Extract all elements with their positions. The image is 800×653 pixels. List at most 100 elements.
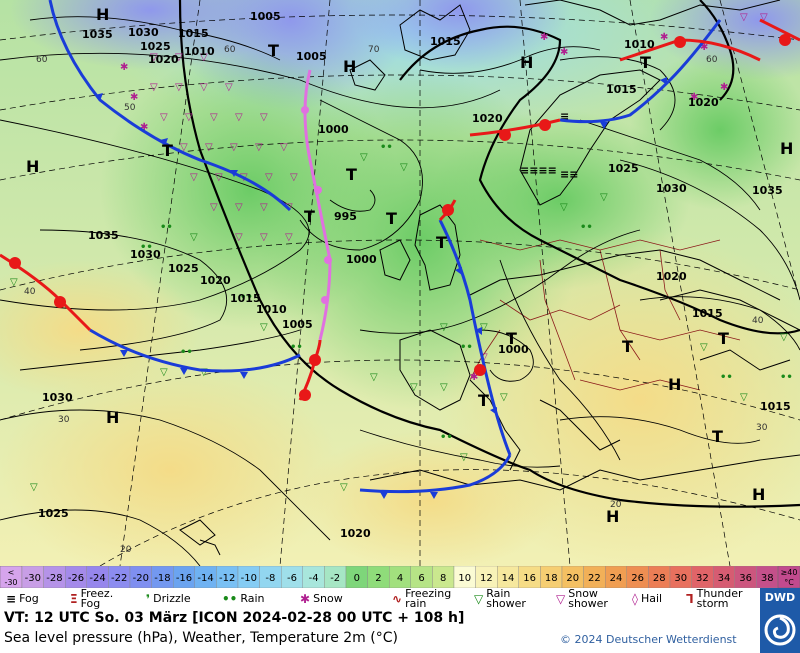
weather-map: ▽ ▽ ▽ ▽ ▽ ▽ ▽ ▽ ▽ ▽ ▽ ▽ ▽ ▽ ▽ ▽ ▽ ▽ ▽ ▽ ▽ ▽ ▽ ▽ ▽ ▽ ▽ ▽ ▽ ✱✱✱ …	[0, 0, 800, 566]
warm-front-scand	[469, 118, 561, 137]
colorbar-tick-label: 10	[458, 573, 471, 584]
svg-text:▽: ▽	[235, 202, 243, 213]
low-pressure-label: T	[304, 207, 315, 226]
legend-label: Thunder storm	[696, 587, 743, 610]
colorbar-tick-label: 26	[631, 573, 644, 584]
colorbar-low-label: <	[8, 568, 15, 577]
svg-text:▽: ▽	[340, 482, 348, 493]
colorbar-tick-label: 2	[375, 573, 381, 584]
svg-text:≡≡≡≡: ≡≡≡≡	[520, 164, 557, 177]
isobars	[0, 16, 800, 566]
colorbar-tick-label: -16	[176, 573, 192, 584]
svg-text:▽: ▽	[600, 192, 608, 203]
svg-text:▽: ▽	[440, 382, 448, 393]
legend-label: Drizzle	[153, 592, 191, 605]
isobar-label: 1025	[608, 162, 639, 175]
colorbar-tick-label: 38	[761, 573, 774, 584]
isobar-label: 1020	[472, 112, 503, 125]
weather-legend: ≡ Fog Ξ Freez. Fog ❜ Drizzle •• Rain ✱ Snow ∿ Freezi…	[0, 588, 760, 610]
temperature-field	[0, 0, 800, 566]
colorbar-tick-label: -30	[25, 573, 41, 584]
svg-text:▽: ▽	[265, 172, 273, 183]
thunderstorm-icon: Ꞁ	[686, 592, 694, 606]
legend-item: ≡ Fog	[6, 588, 39, 610]
svg-text:▽: ▽	[150, 82, 158, 93]
colorbar-tick-label: -28	[46, 573, 62, 584]
snow-shower-icon: ▽	[556, 592, 566, 606]
grid-label: 30	[756, 423, 768, 433]
isobar-label: 1015	[692, 307, 723, 320]
legend-label: Rain	[240, 592, 265, 605]
grid-label: 40	[752, 316, 764, 326]
colorbar-high-label: ≥40	[781, 568, 798, 577]
isobar-label: 1010	[624, 38, 655, 51]
drizzle-icon: ❜	[146, 592, 151, 606]
colorbar-svg: <-30 -30 -28 -26 -24 -22 -20 -18 -16 -14 -12 -10 -8-…	[0, 565, 800, 589]
legend-item: ✱ Snow	[300, 588, 343, 610]
isobar-label: 1020	[688, 96, 719, 109]
legend-label: Snow shower	[568, 587, 608, 610]
svg-text:▽: ▽	[740, 12, 748, 23]
svg-text:▽: ▽	[215, 172, 223, 183]
isobar-label: 1000	[346, 253, 377, 266]
svg-text:▽: ▽	[260, 112, 268, 123]
svg-text:▽: ▽	[760, 12, 768, 23]
svg-text:✱: ✱	[720, 82, 728, 93]
isobar-label: 1030	[128, 26, 159, 39]
svg-text:▽: ▽	[285, 232, 293, 243]
svg-text:✱: ✱	[140, 122, 148, 133]
svg-text:••: ••	[290, 342, 303, 353]
cold-front-north	[48, 0, 292, 212]
fog-symbols: ≡≡≡≡ ≡≡ ≡	[520, 110, 578, 181]
colorbar-tick-label: -14	[197, 573, 213, 584]
isobar-labels: 1035 1030 1025 1020 1015 1010 1005 1000 …	[38, 10, 791, 540]
high-pressure-label: H	[780, 139, 793, 158]
isobar-label: 995	[334, 210, 357, 223]
legend-label: Fog	[19, 592, 39, 605]
svg-text:▽: ▽	[160, 367, 168, 378]
front-pips	[9, 34, 791, 499]
snow-symbols: ▽ ▽ ▽ ▽ ▽ ▽ ▽ ▽ ▽ ▽ ▽ ▽ ▽ ▽ ▽ ▽ ▽ ▽ ▽ ▽ ▽ ▽ ▽ ▽ ▽ ▽ ▽ ▽ ▽ ✱✱✱ …	[120, 12, 768, 383]
svg-text:▽: ▽	[180, 142, 188, 153]
svg-text:▽: ▽	[10, 277, 18, 288]
isobar-label: 1015	[178, 27, 209, 40]
svg-text:≡: ≡	[560, 110, 569, 123]
colorbar-tick-label: 36	[739, 573, 752, 584]
grid-label: 40	[24, 287, 36, 297]
legend-item: •• Rain	[222, 588, 265, 610]
svg-text:▽: ▽	[205, 142, 213, 153]
svg-text:▽: ▽	[480, 322, 488, 333]
colorbar-tick-label: -22	[111, 573, 127, 584]
snow-icon: ✱	[300, 592, 311, 606]
svg-text:▽: ▽	[260, 232, 268, 243]
svg-text:✱: ✱	[120, 62, 128, 73]
isobar-label: 1005	[296, 50, 327, 63]
legend-item: ❜ Drizzle	[146, 588, 191, 610]
isobar-label: 1025	[140, 40, 171, 53]
rain-symbols: •• •• ▽ •• ▽ •• ▽ ▽ •• ▽ ▽ ▽ ▽ •• ▽ ▽ •• ▽ ▽ •• ▽ ▽ •• ▽…	[10, 142, 793, 493]
cold-front-central	[438, 219, 512, 456]
low-pressure-label: T	[436, 233, 447, 252]
colorbar-tick-label: -8	[265, 573, 275, 584]
svg-text:••: ••	[180, 347, 193, 358]
svg-text:▽: ▽	[210, 202, 218, 213]
grid-labels: 60 50 40 30 20 60 70 60 40 30 20	[24, 45, 768, 555]
isobar-label: 1015	[606, 83, 637, 96]
legend-item: ▽ Rain shower	[474, 588, 526, 610]
isobar-label: 1035	[752, 184, 783, 197]
colorbar-tick-label: -24	[89, 573, 105, 584]
high-pressure-label: H	[96, 5, 109, 24]
svg-text:▽: ▽	[190, 172, 198, 183]
isobar-label: 1010	[256, 303, 287, 316]
colorbar-tick-label: 0	[354, 573, 360, 584]
freezing-rain-icon: ∿	[392, 592, 403, 606]
colorbar-tick-label: 18	[545, 573, 558, 584]
hail-icon: ◊	[632, 592, 638, 606]
cold-front-scand	[559, 19, 722, 124]
svg-text:••: ••	[720, 372, 733, 383]
colorbar-tick-label: -4	[309, 573, 319, 584]
svg-text:▽: ▽	[185, 112, 193, 123]
legend-item: Ꞁ Thunder storm	[686, 588, 743, 610]
svg-text:▽: ▽	[150, 52, 158, 63]
